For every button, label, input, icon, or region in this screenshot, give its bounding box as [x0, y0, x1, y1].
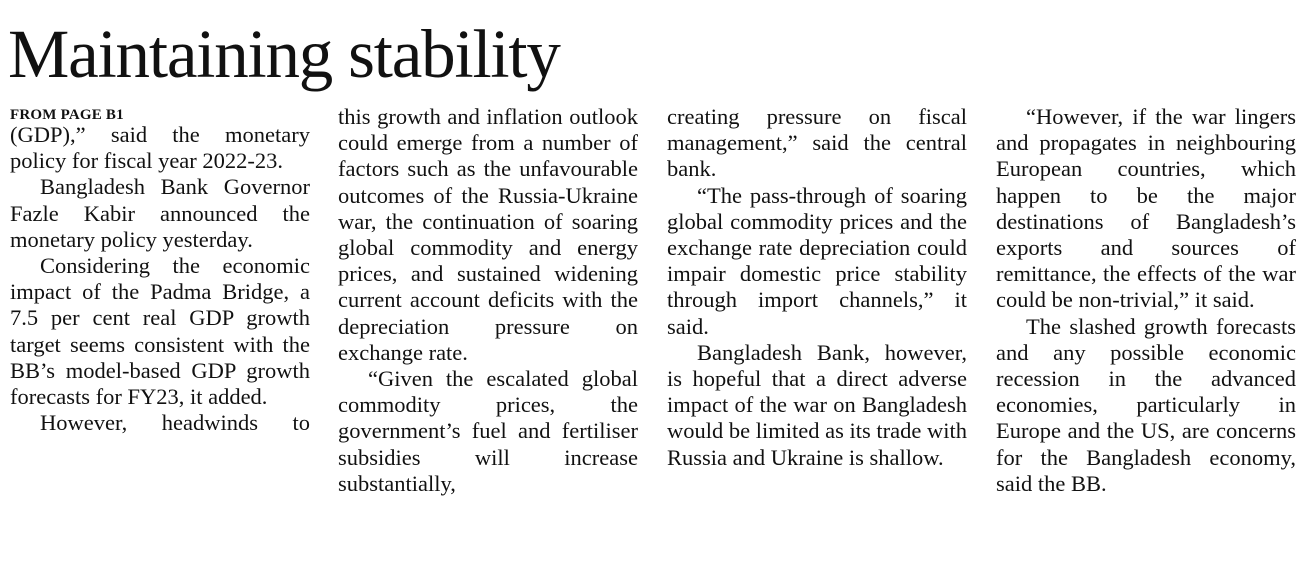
paragraph: Bangladesh Bank, however, is hopeful tha…	[667, 339, 967, 470]
headline: Maintaining stability	[8, 16, 561, 92]
paragraph: this growth and inflation outlook could …	[338, 104, 638, 365]
paragraph: The slashed growth forecasts and any pos…	[996, 313, 1296, 496]
kicker: FROM PAGE B1	[10, 107, 124, 123]
paragraph: “The pass-through of soaring global comm…	[667, 182, 967, 339]
column: this growth and inflation outlook could …	[338, 104, 638, 497]
column: FROM PAGE B1 (GDP),” said the monetary p…	[10, 104, 310, 436]
paragraph: Considering the economic impact of the P…	[10, 253, 310, 410]
column: creating pressure on fiscal management,”…	[667, 104, 967, 471]
paragraph: “Given the escalated global commodity pr…	[338, 366, 638, 496]
column: “However, if the war lingers and propaga…	[996, 104, 1296, 497]
paragraph: (GDP),” said the monetary policy for fis…	[10, 122, 310, 174]
paragraph: creating pressure on fiscal management,”…	[667, 104, 967, 182]
paragraph: Bangladesh Bank Governor Fazle Kabir ann…	[10, 174, 310, 252]
paragraph: “However, if the war lingers and propaga…	[996, 104, 1296, 313]
paragraph: However, headwinds to	[40, 410, 310, 436]
